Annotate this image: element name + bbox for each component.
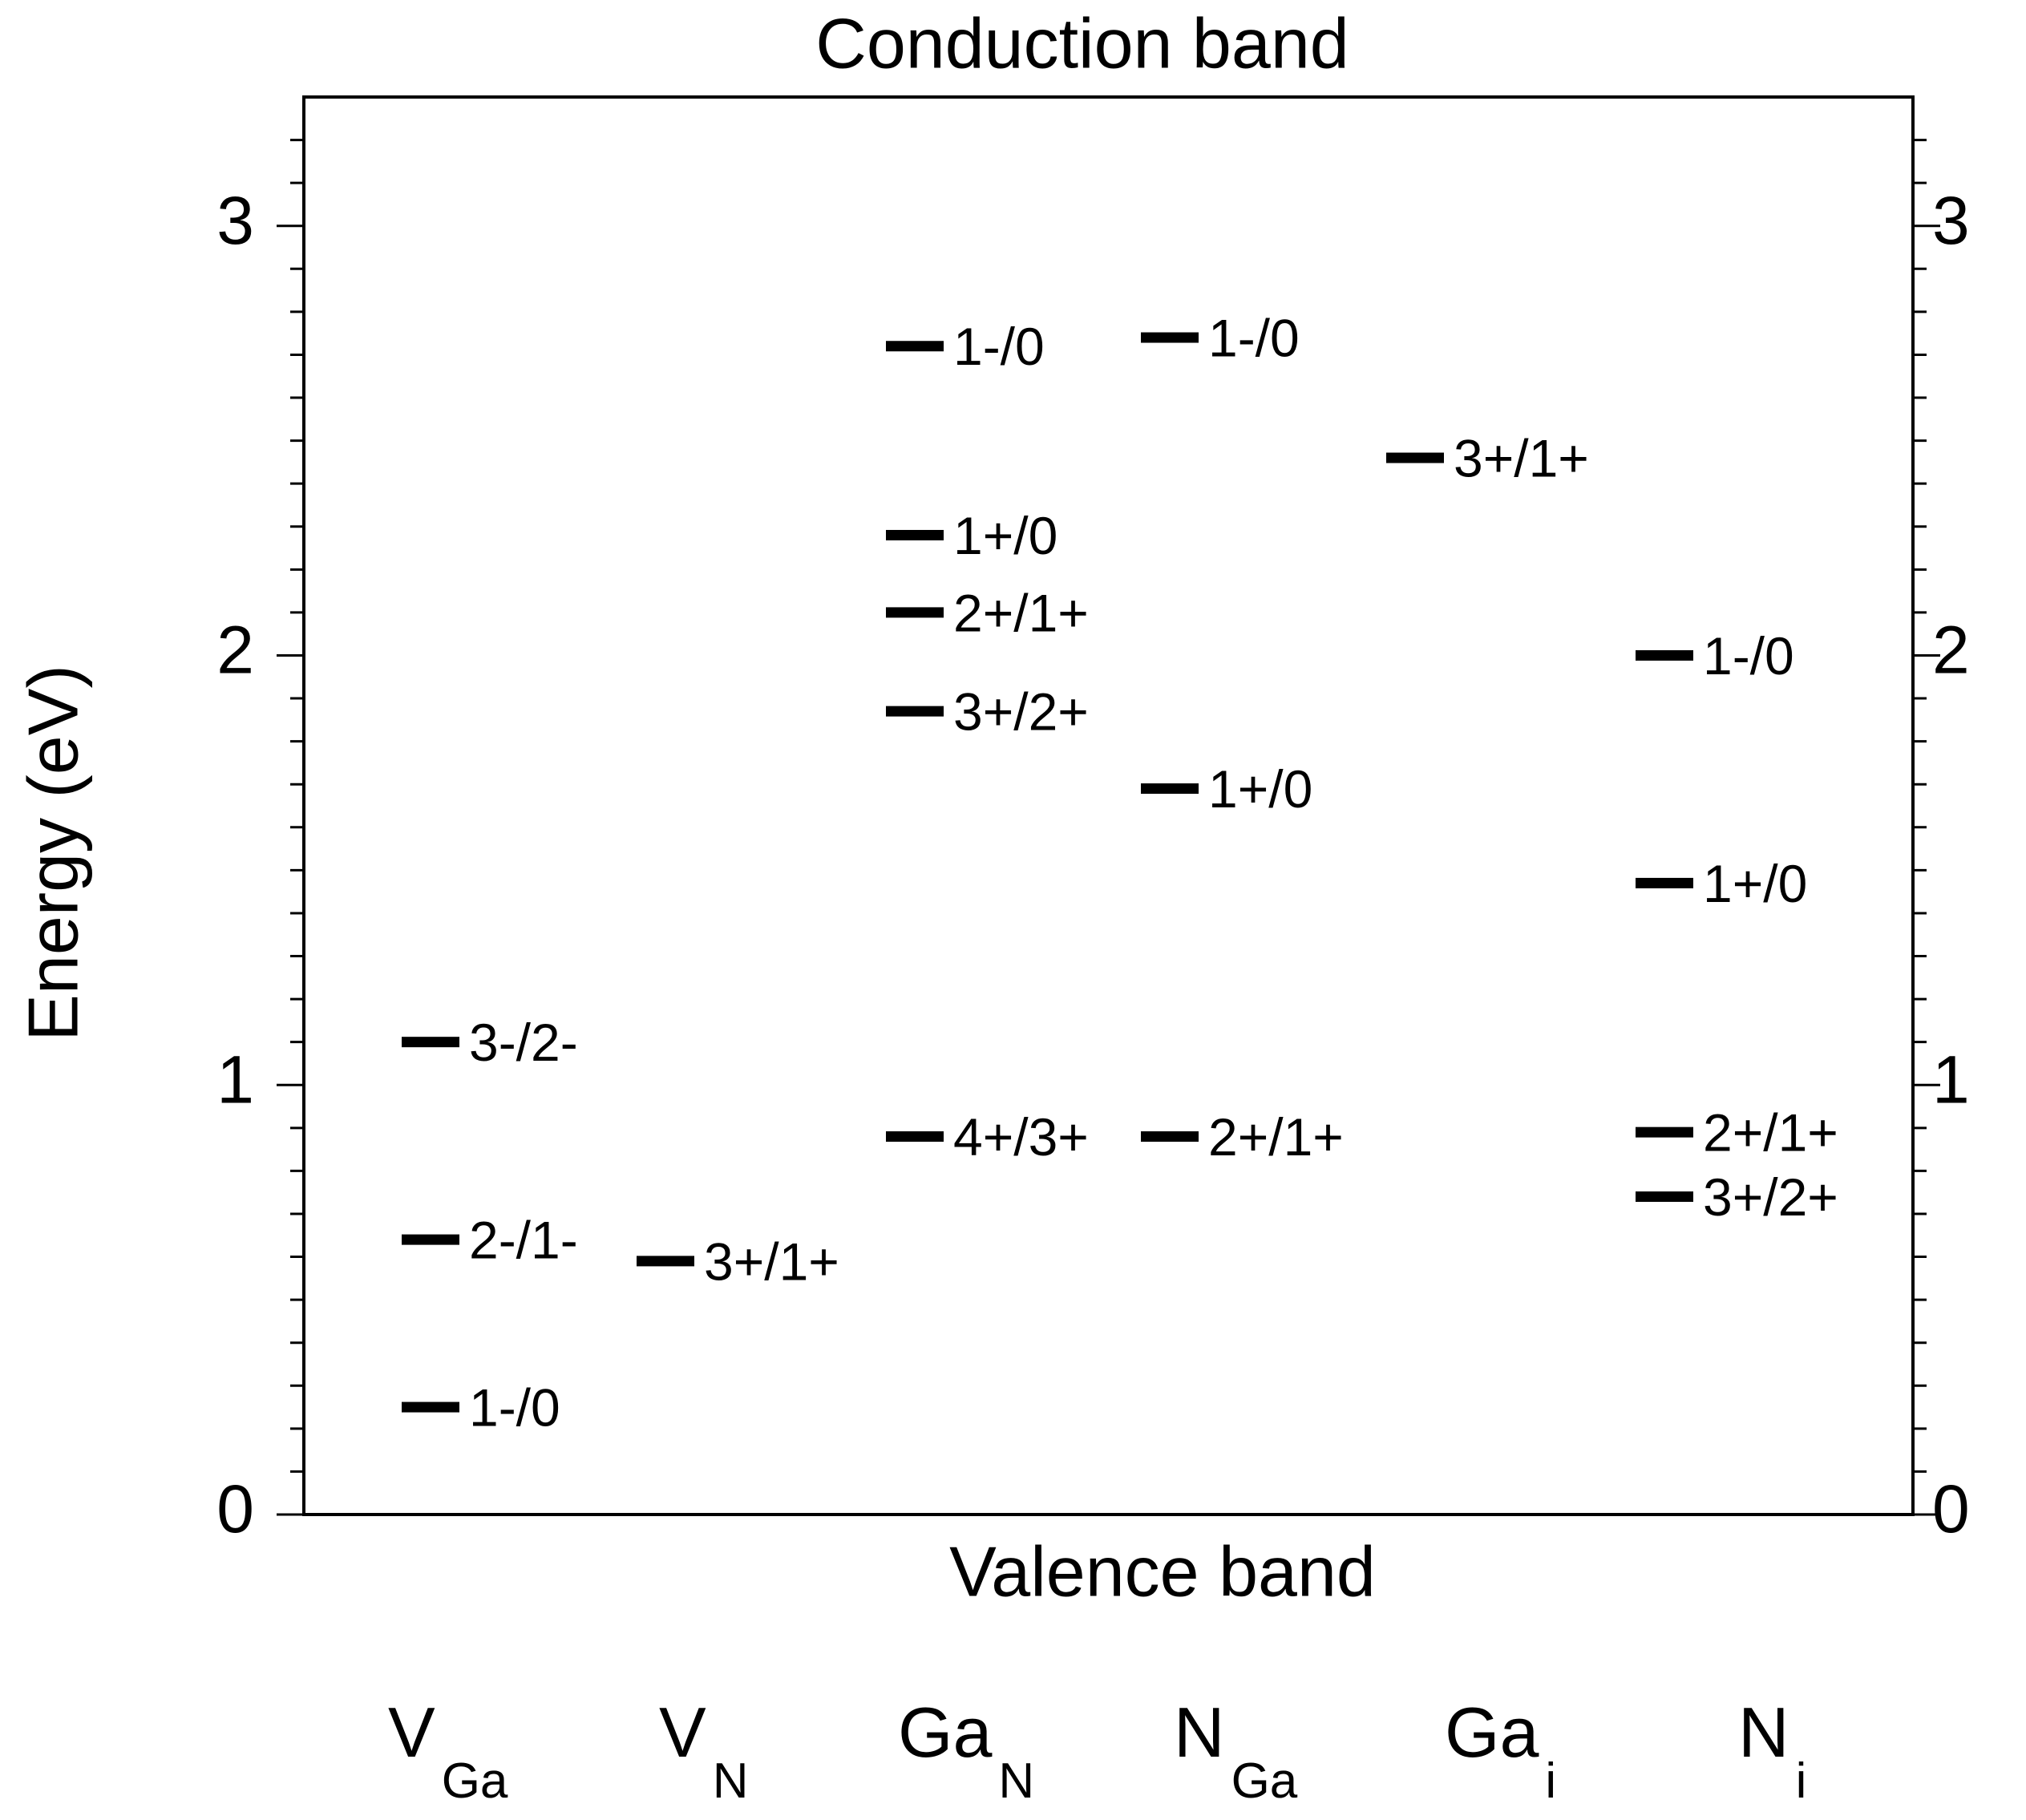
y2-tick-label: 3 <box>1932 183 1970 258</box>
level-bar <box>402 1401 459 1413</box>
category-sub: Ga <box>442 1753 508 1809</box>
level-label: 3+/1+ <box>1454 428 1589 487</box>
level-bar <box>402 1234 459 1245</box>
y-tick-label: 2 <box>216 613 254 688</box>
level-label: 1+/0 <box>1703 854 1807 913</box>
level-bar <box>1386 452 1444 463</box>
level-bar <box>1636 877 1693 888</box>
y2-tick-label: 2 <box>1932 613 1970 688</box>
level-bar <box>1141 783 1199 795</box>
level-bar <box>1636 1191 1693 1203</box>
level-bar <box>886 529 944 540</box>
level-bar <box>402 1037 459 1048</box>
category-sub: Ga <box>1231 1753 1298 1809</box>
category-sub: N <box>713 1753 749 1809</box>
level-bar <box>886 1131 944 1143</box>
level-label: 1-/0 <box>1703 626 1794 686</box>
category-label: Ni <box>1738 1693 1806 1809</box>
x-axis-label: Valence band <box>949 1531 1376 1611</box>
level-label: 1+/0 <box>1208 759 1312 819</box>
level-label: 2+/1+ <box>1703 1103 1838 1163</box>
category-sub: i <box>1545 1753 1556 1809</box>
level-bar <box>886 607 944 618</box>
category-sub: N <box>998 1753 1034 1809</box>
category-base: N <box>1174 1693 1225 1772</box>
level-label: 3+/2+ <box>953 682 1089 742</box>
category-base: N <box>1738 1693 1789 1772</box>
category-base: V <box>659 1693 706 1772</box>
category-label: VGa <box>388 1693 508 1809</box>
level-label: 3+/1+ <box>704 1232 839 1291</box>
category-label: VN <box>659 1693 748 1809</box>
y2-tick-label: 1 <box>1932 1041 1970 1117</box>
category-base: V <box>388 1693 435 1772</box>
level-bar <box>886 341 944 352</box>
level-bar <box>1636 1126 1693 1138</box>
category-base: Ga <box>1445 1693 1539 1772</box>
level-bar <box>1141 1131 1199 1143</box>
level-label: 1-/0 <box>469 1377 560 1437</box>
category-label: Gai <box>1445 1693 1556 1809</box>
level-bar <box>637 1256 694 1267</box>
level-label: 1+/0 <box>953 506 1057 565</box>
y2-tick-label: 0 <box>1932 1471 1970 1547</box>
level-bar <box>886 706 944 717</box>
level-label: 1-/0 <box>953 317 1045 376</box>
level-label: 2+/1+ <box>1208 1107 1344 1167</box>
category-base: Ga <box>898 1693 992 1772</box>
y-tick-label: 1 <box>216 1041 254 1117</box>
level-label: 3-/2- <box>469 1013 578 1072</box>
level-bar <box>1141 332 1199 343</box>
y-tick-label: 0 <box>216 1471 254 1547</box>
category-label: NGa <box>1174 1693 1298 1809</box>
y-axis-label: Energy (eV) <box>13 665 92 1041</box>
y-tick-label: 3 <box>216 183 254 258</box>
plot-frame <box>302 95 1915 1516</box>
level-label: 4+/3+ <box>953 1107 1089 1167</box>
level-label: 2-/1- <box>469 1211 578 1270</box>
category-sub: i <box>1796 1753 1807 1809</box>
level-label: 1-/0 <box>1208 308 1300 367</box>
chart-title: Conduction band <box>815 3 1349 83</box>
category-label: GaN <box>898 1693 1034 1809</box>
level-label: 3+/2+ <box>1703 1167 1838 1227</box>
level-label: 2+/1+ <box>953 583 1089 642</box>
level-bar <box>1636 649 1693 661</box>
